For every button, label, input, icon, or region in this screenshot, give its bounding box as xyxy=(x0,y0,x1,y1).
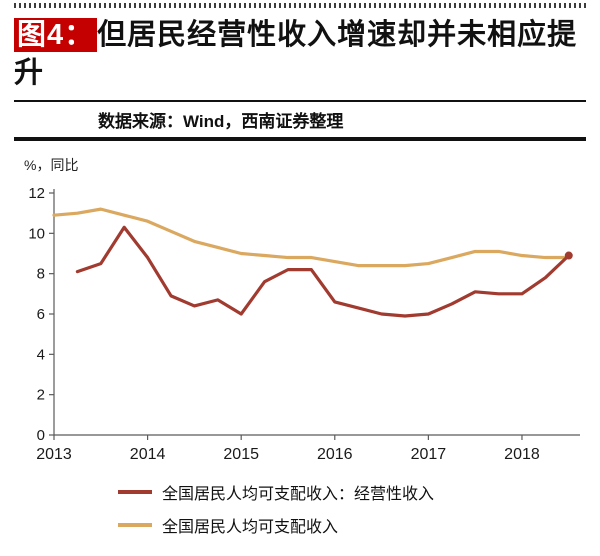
svg-text:2016: 2016 xyxy=(317,446,353,463)
svg-text:2014: 2014 xyxy=(130,446,166,463)
divider-bottom xyxy=(14,136,586,141)
svg-text:2013: 2013 xyxy=(36,446,72,463)
svg-text:12: 12 xyxy=(28,185,45,202)
dotted-top-border xyxy=(14,3,586,8)
legend-label: 全国居民人均可支配收入 xyxy=(162,518,339,536)
legend-label: 全国居民人均可支配收入：经营性收入 xyxy=(162,485,435,503)
legend-item-disposable-income: 全国居民人均可支配收入 xyxy=(118,513,586,537)
y-axis-unit-label: %，同比 xyxy=(24,156,79,173)
svg-text:2015: 2015 xyxy=(223,446,259,463)
data-source-note: 数据来源：Wind，西南证券整理 xyxy=(98,111,344,131)
svg-text:2: 2 xyxy=(37,386,45,403)
line-chart: 0 2 4 6 8 10 12 2013 2014 2015 2016 2017 2018 xyxy=(28,185,580,463)
svg-text:2018: 2018 xyxy=(504,446,540,463)
svg-text:0: 0 xyxy=(37,427,45,444)
svg-text:8: 8 xyxy=(37,265,45,282)
figure-title-text: 但居民经营性收入增速却并未相应提升 xyxy=(14,19,578,90)
svg-text:6: 6 xyxy=(37,306,45,323)
legend-swatch-red-line xyxy=(118,489,152,494)
legend-swatch-tan-line xyxy=(118,522,152,527)
divider-top xyxy=(14,99,586,102)
svg-text:2017: 2017 xyxy=(411,446,447,463)
svg-text:10: 10 xyxy=(28,225,45,242)
svg-text:4: 4 xyxy=(37,346,45,363)
figure-title: 图4： 但居民经营性收入增速却并未相应提升 xyxy=(14,16,586,93)
legend-item-business-income: 全国居民人均可支配收入：经营性收入 xyxy=(118,480,586,504)
chart-legend: 全国居民人均可支配收入：经营性收入 全国居民人均可支配收入 xyxy=(118,480,586,537)
figure-number-badge: 图4： xyxy=(14,18,98,52)
